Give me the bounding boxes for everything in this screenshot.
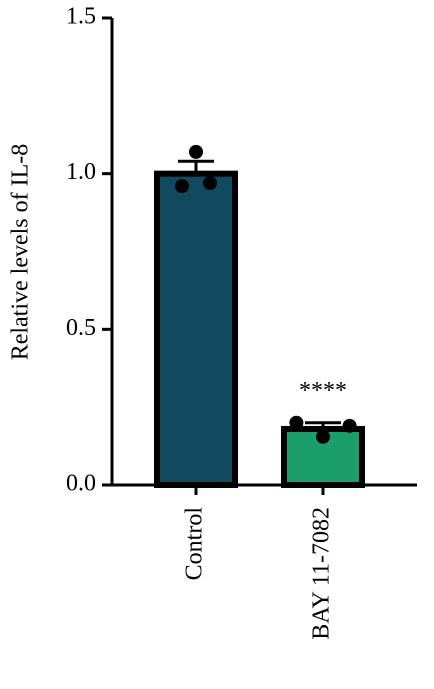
x-tick-label: BAY 11-7082 — [309, 507, 335, 640]
significance-label: **** — [299, 378, 347, 404]
data-point — [342, 418, 357, 433]
y-tick-label: 1.0 — [66, 159, 96, 185]
data-point — [189, 144, 203, 159]
y-axis-label: Relative levels of IL-8 — [8, 144, 34, 361]
data-point — [289, 415, 304, 430]
data-point — [203, 176, 217, 191]
data-point — [175, 179, 189, 194]
x-tick-label: Control — [182, 507, 208, 581]
y-tick-label: 0.0 — [66, 471, 96, 497]
y-tick-label: 0.5 — [66, 315, 96, 341]
y-tick-label: 1.5 — [66, 4, 96, 30]
data-point — [316, 429, 330, 444]
bar — [154, 170, 238, 489]
